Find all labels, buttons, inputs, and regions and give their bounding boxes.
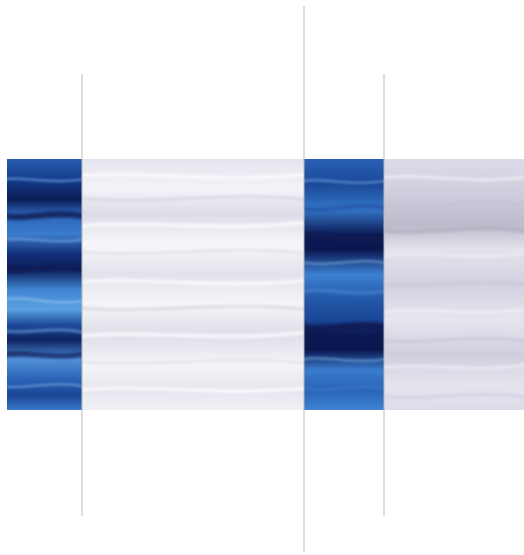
lavender-water-panel <box>384 159 524 410</box>
white-water-panel <box>82 159 304 410</box>
blue-water-panel-left <box>7 159 82 410</box>
blue-water-panel-center <box>304 159 384 410</box>
